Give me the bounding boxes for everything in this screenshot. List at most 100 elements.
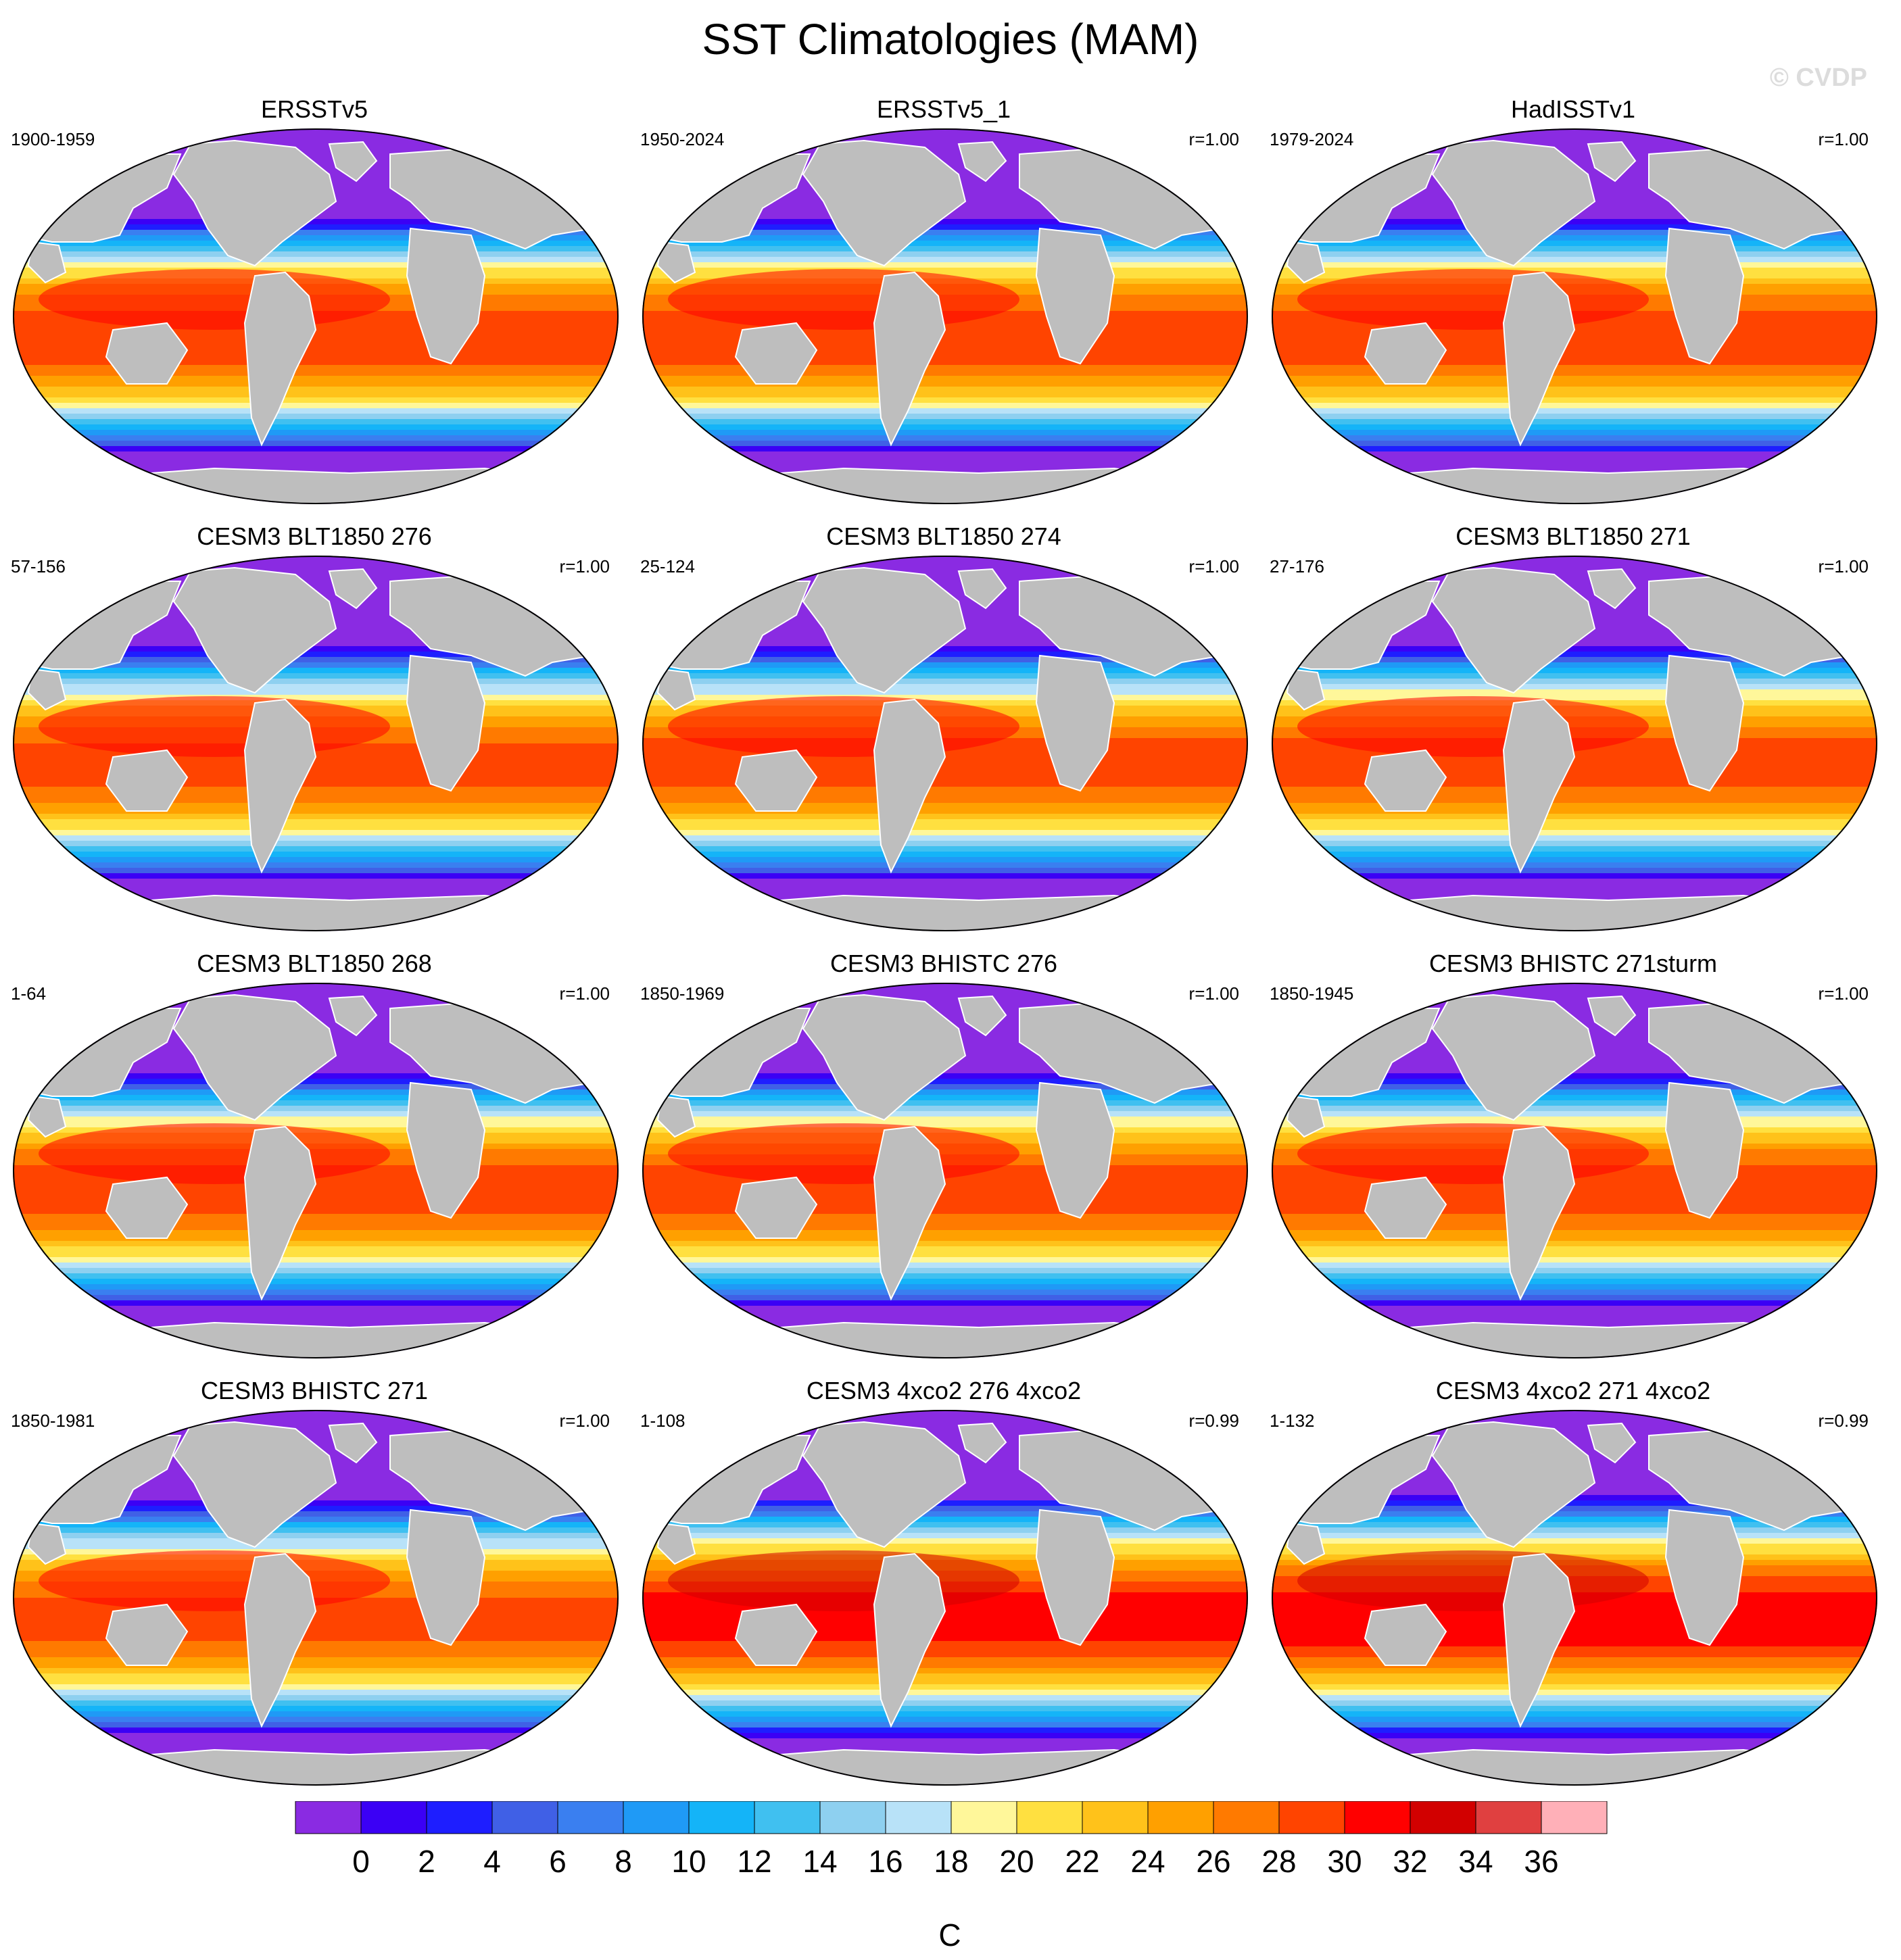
sst-band: [13, 879, 619, 885]
landmass: [1035, 227, 1115, 365]
sst-band: [1272, 1430, 1877, 1436]
sst-band: [642, 1268, 1248, 1274]
sst-band: [1272, 451, 1877, 458]
panel-title: HadISSTv1: [1510, 95, 1636, 123]
sst-band: [642, 1095, 1248, 1101]
colorbar-tick-label: 2: [418, 1844, 435, 1879]
sst-band: [13, 1295, 619, 1301]
sst-band: [642, 776, 1248, 782]
sst-band: [642, 435, 1248, 441]
sst-band: [13, 657, 619, 663]
sst-band: [642, 1695, 1248, 1701]
sst-band: [1272, 257, 1877, 263]
sst-band: [642, 825, 1248, 831]
sst-band: [1272, 565, 1877, 571]
sst-band: [642, 1706, 1248, 1712]
sst-band: [1272, 1225, 1877, 1231]
sst-band: [1272, 781, 1877, 787]
sst-band: [13, 987, 619, 993]
sst-band: [642, 1295, 1248, 1301]
sst-band: [642, 387, 1248, 393]
landmass: [328, 568, 378, 610]
sst-band: [13, 1538, 619, 1544]
sst-band: [13, 1089, 619, 1096]
landmass: [1035, 1509, 1115, 1646]
sst-band: [1272, 392, 1877, 398]
colorbar-swatch: [295, 1801, 362, 1834]
sst-band: [13, 1500, 619, 1506]
sst-band: [13, 825, 619, 831]
landmass: [172, 139, 337, 267]
sst-band: [642, 798, 1248, 804]
sst-band: [1272, 684, 1877, 690]
sst-band: [642, 760, 1248, 766]
sst-band: [642, 1657, 1248, 1663]
sst-band: [13, 128, 619, 133]
landmass: [873, 1125, 946, 1301]
sst-band: [13, 1663, 619, 1669]
sst-band: [1272, 154, 1877, 160]
sst-band: [13, 1717, 619, 1723]
landmass: [734, 1603, 818, 1666]
sst-band: [642, 1322, 1248, 1328]
sst-band: [13, 468, 619, 474]
sst-band: [642, 1419, 1248, 1425]
colorbar-tick-label: 36: [1524, 1844, 1558, 1879]
sst-band: [642, 1625, 1248, 1631]
sst-band: [13, 1711, 619, 1717]
map-outline: [13, 128, 619, 504]
sst-band: [1272, 814, 1877, 820]
sst-map: [1272, 128, 1877, 504]
sst-band: [1272, 587, 1877, 593]
colorbar-swatch: [623, 1801, 690, 1834]
sst-band: [642, 360, 1248, 366]
warm-pool: [39, 1123, 390, 1184]
sst-band: [1272, 1317, 1877, 1323]
sst-band: [642, 128, 1248, 133]
sst-band: [13, 138, 619, 144]
sst-band: [13, 873, 619, 879]
sst-band: [13, 1533, 619, 1539]
sst-band: [13, 257, 619, 263]
landmass: [957, 995, 1007, 1037]
panel-period: 1979-2024: [1270, 129, 1354, 149]
sst-band: [1272, 895, 1877, 901]
sst-band: [1272, 673, 1877, 679]
sst-band: [1272, 889, 1877, 896]
colorbar-swatch: [426, 1801, 493, 1834]
sst-band: [642, 462, 1248, 468]
landmass: [105, 1176, 189, 1239]
sst-band: [1272, 749, 1877, 755]
sst-band: [642, 1311, 1248, 1317]
landmass: [243, 1125, 317, 1301]
sst-band: [1272, 1014, 1877, 1020]
sst-band: [13, 154, 619, 160]
sst-band: [642, 1122, 1248, 1128]
colorbar-swatch: [1344, 1801, 1411, 1834]
sst-band: [642, 1744, 1248, 1750]
sst-band: [1272, 1192, 1877, 1198]
sst-band: [642, 1230, 1248, 1236]
sst-band: [13, 684, 619, 690]
sst-band: [1272, 246, 1877, 252]
landmass: [656, 1095, 696, 1138]
panel-period: 1850-1969: [640, 983, 725, 1004]
sst-band: [13, 1230, 619, 1236]
sst-band: [1272, 149, 1877, 155]
panel-period: 1-64: [11, 983, 47, 1004]
panel-period: 27-176: [1270, 556, 1324, 577]
map-outline: [1272, 128, 1877, 504]
sst-band: [642, 1306, 1248, 1312]
landmass: [1286, 1095, 1326, 1138]
landmass: [1502, 271, 1576, 447]
sst-band: [642, 322, 1248, 328]
sst-band: [13, 1614, 619, 1620]
sst-band: [1272, 808, 1877, 814]
landmass: [1587, 995, 1637, 1037]
sst-map: [642, 556, 1248, 931]
panel-title: CESM3 BHISTC 271: [200, 1377, 429, 1404]
sst-band: [1272, 403, 1877, 409]
panel-title: CESM3 BHISTC 276: [829, 950, 1058, 977]
landmass: [802, 139, 967, 267]
map-panel: HadISSTv1 1979-2024 r=1.00: [1259, 95, 1887, 534]
